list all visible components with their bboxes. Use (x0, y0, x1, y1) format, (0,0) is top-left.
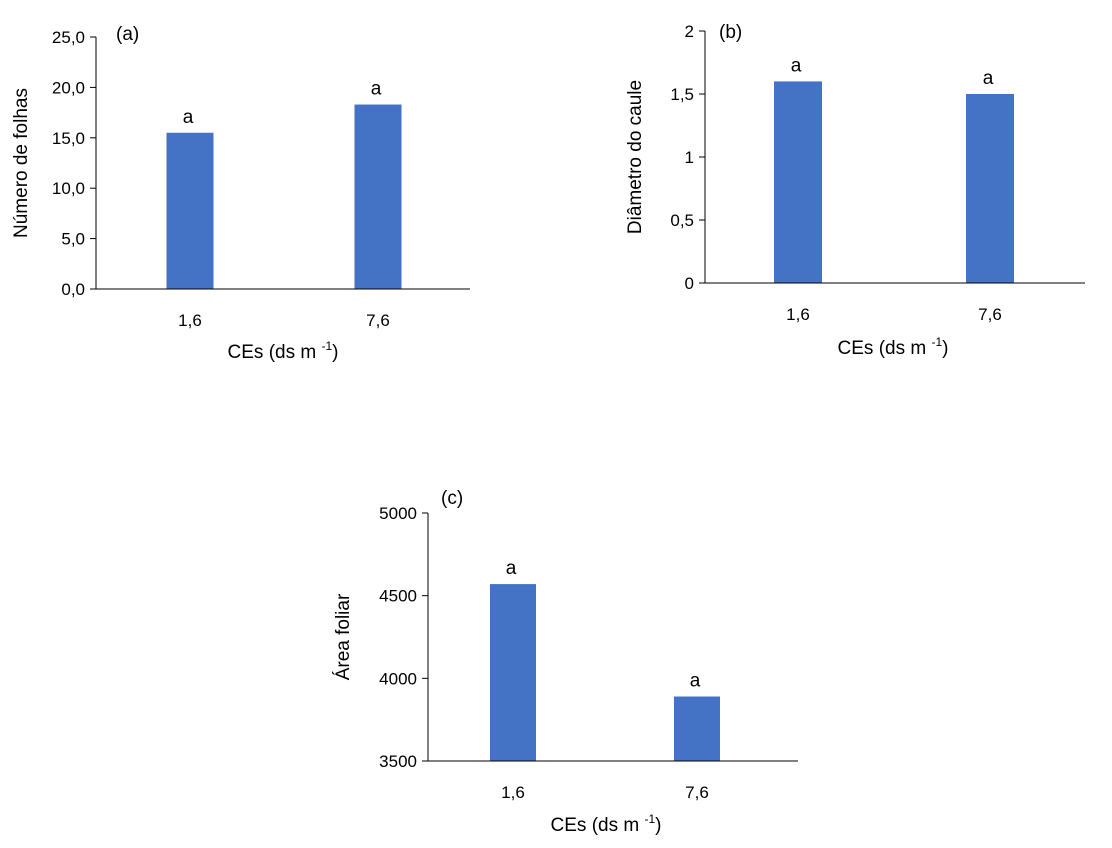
y-tick-label: 0 (685, 274, 694, 293)
y-tick-label: 5,0 (61, 230, 85, 249)
bar-significance-label: a (983, 68, 994, 89)
y-axis-title: Diâmetro do caule (625, 80, 646, 234)
y-tick-label: 5000 (379, 504, 417, 523)
panel-label: (b) (719, 22, 742, 43)
y-tick-label: 2 (685, 22, 694, 41)
x-tick-label: 1,6 (501, 783, 525, 802)
chart-panel-3: a a 3500 4000 4500 5000 1,6 7,6 (c) Área foliar CE… (333, 488, 798, 836)
bar-1 (490, 584, 536, 761)
bar-significance-label: a (791, 55, 802, 76)
x-tick-label: 7,6 (978, 305, 1002, 324)
bar-2 (354, 104, 402, 289)
panel-label: (c) (441, 488, 463, 509)
y-tick-label: 4500 (379, 587, 417, 606)
x-tick-label: 1,6 (786, 305, 810, 324)
bar-1 (166, 132, 214, 289)
y-tick-label: 10,0 (52, 179, 85, 198)
y-axis-title: Área foliar (333, 593, 354, 680)
panel-label: (a) (116, 24, 139, 45)
bar-significance-label: a (690, 671, 701, 692)
y-tick-label: 25,0 (52, 28, 85, 47)
x-axis-title: CEs (ds m -1) (838, 335, 949, 359)
x-axis-title: CEs (ds m -1) (551, 812, 662, 836)
bar-significance-label: a (506, 558, 517, 579)
chart-panel-2: a a 0 0,5 1 1,5 2 1,6 7,6 (b) Diâmetro do caule CEs… (625, 22, 1085, 359)
chart-panel-1: a a 0,0 5,0 10,0 15,0 20,0 25,0 1,6 7,6 (a) Número … (11, 24, 470, 363)
y-tick-label: 0,0 (61, 280, 85, 299)
x-tick-label: 1,6 (178, 311, 202, 330)
bar-significance-label: a (183, 107, 194, 128)
bar-significance-label: a (371, 79, 382, 100)
x-tick-label: 7,6 (685, 783, 709, 802)
y-tick-label: 1,5 (670, 85, 694, 104)
bar-2 (674, 696, 720, 761)
y-tick-label: 15,0 (52, 129, 85, 148)
y-tick-label: 1 (685, 148, 694, 167)
x-axis-title: CEs (ds m -1) (228, 339, 339, 363)
y-tick-label: 20,0 (52, 78, 85, 97)
y-tick-label: 4000 (379, 669, 417, 688)
bar-1 (774, 81, 822, 284)
y-axis-title: Número de folhas (11, 88, 32, 238)
y-tick-label: 0,5 (670, 211, 694, 230)
y-tick-label: 3500 (379, 752, 417, 771)
bar-2 (966, 94, 1014, 283)
x-tick-label: 7,6 (366, 311, 390, 330)
